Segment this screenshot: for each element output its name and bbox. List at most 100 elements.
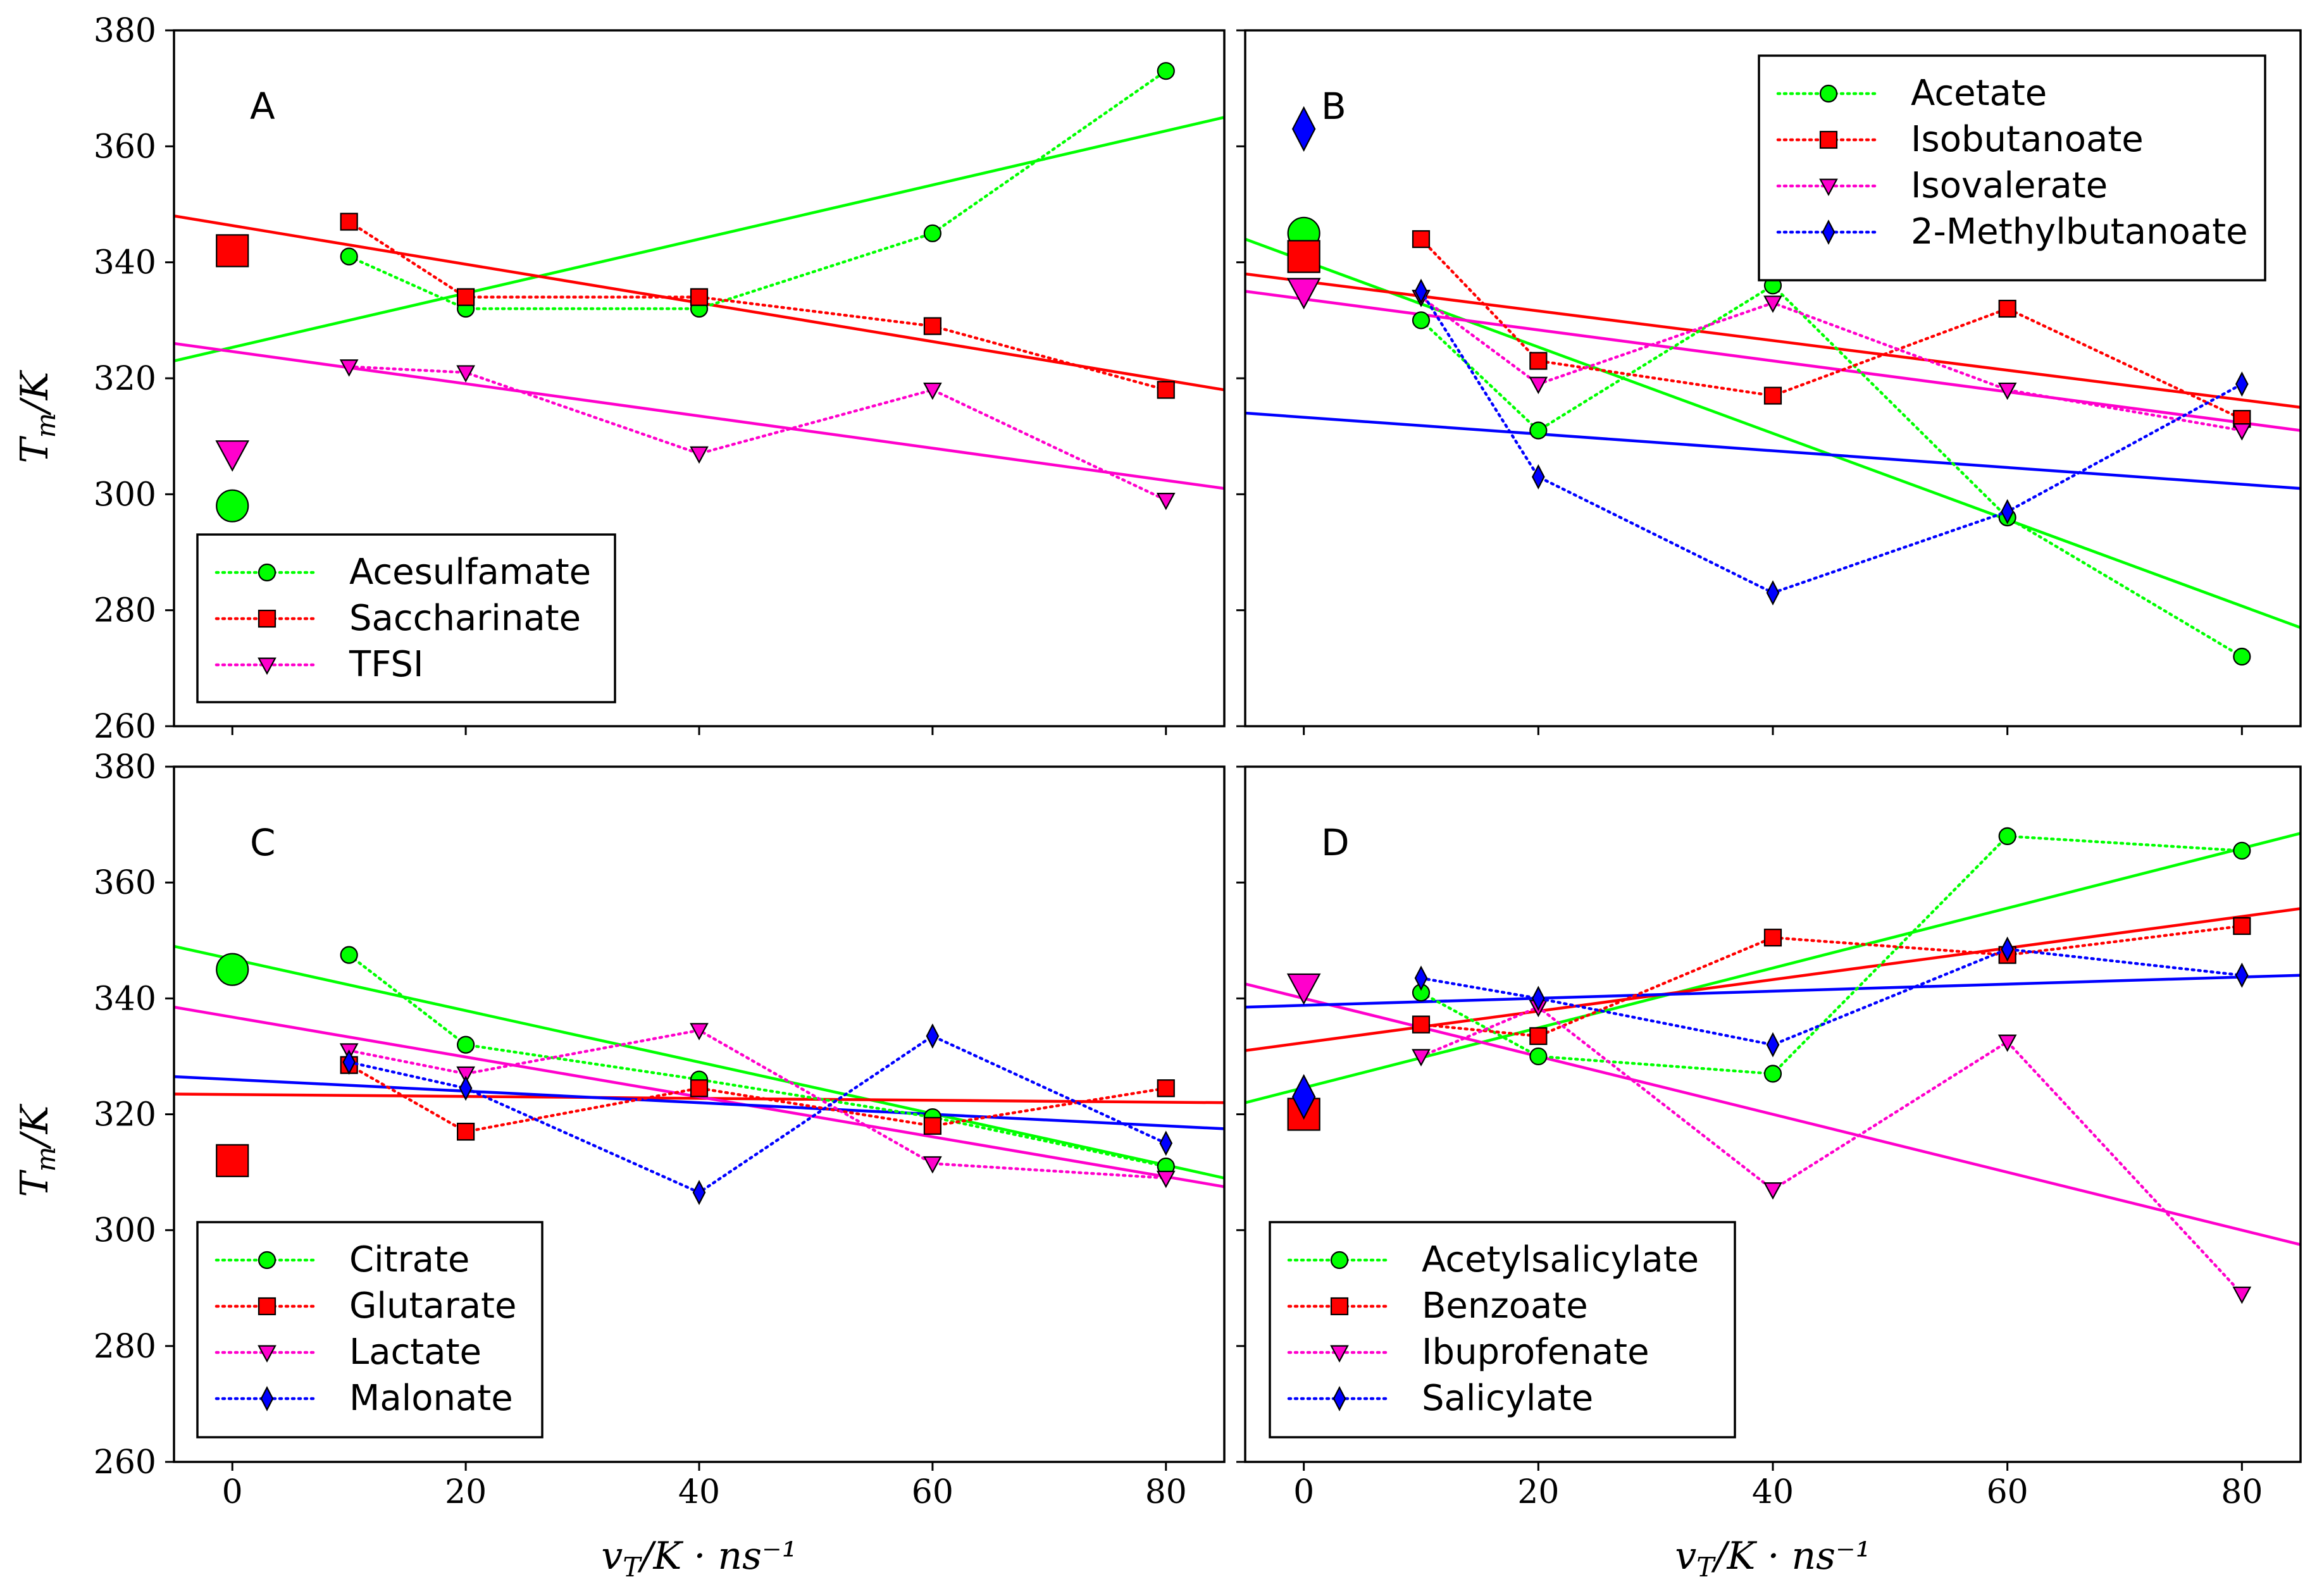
data-point-salicylate [1531, 986, 1545, 1011]
legend-marker-glutarate [258, 1297, 276, 1316]
panel-letter: D [1321, 821, 1350, 864]
legend-marker-isobutanoate [1819, 130, 1838, 149]
y-tick-label: 380 [94, 12, 156, 50]
x-tick-label: 40 [1752, 1473, 1794, 1511]
panels-layer: 260 280 300 320 340 360 380 A Acesulfamate Saccha… [94, 12, 2302, 1511]
legend-label-glutarate: Glutarate [349, 1285, 516, 1327]
fit-line-tfsi [174, 342, 1224, 490]
data-point-acetate [2233, 647, 2251, 666]
data-point-saccharinate [690, 288, 709, 306]
data-point-acesulfamate [340, 247, 358, 266]
legend-label-salicylate: Salicylate [1422, 1378, 1593, 1419]
reference-point-glutarate [216, 1144, 249, 1177]
data-point-saccharinate [1157, 381, 1175, 399]
legend-label-2-methylbutanoate: 2-Methylbutanoate [1911, 211, 2248, 252]
data-point-malonate [459, 1075, 473, 1101]
panel-letter: A [250, 85, 275, 128]
y-tick-label: 340 [94, 980, 156, 1018]
legend-marker-lactate [258, 1345, 276, 1363]
series-line-acetate [1419, 283, 2244, 659]
y-tick-label: 320 [94, 1096, 156, 1134]
data-point-acetylsalicylate [2233, 841, 2251, 860]
data-point-acetylsalicylate [1998, 827, 2016, 846]
legend-marker-acetate [1819, 84, 1838, 103]
data-point-glutarate [923, 1117, 941, 1135]
data-point-ibuprofenate [2232, 1286, 2252, 1304]
legend-marker-2-methylbutanoate [1822, 220, 1836, 245]
data-point-salicylate [1414, 965, 1428, 991]
series-line-glutarate [347, 1063, 1168, 1134]
x-tick-label: 60 [912, 1473, 954, 1511]
data-point-isovalerate [1763, 295, 1782, 313]
reference-point-citrate [216, 953, 249, 986]
data-point-acetylsalicylate [1529, 1047, 1548, 1066]
legend-label-tfsi: TFSI [349, 644, 424, 685]
reference-point-saccharinate [216, 234, 249, 268]
data-point-acesulfamate [1157, 62, 1175, 80]
data-point-ibuprofenate [1763, 1182, 1782, 1200]
y-tick-label: 280 [94, 1328, 156, 1366]
panel-c: 0 20 40 60 80 260 280 300 320 340 360 380 C Citrate Gl… [94, 748, 1226, 1511]
data-point-tfsi [1156, 492, 1176, 510]
reference-point-ibuprofenate [1286, 973, 1321, 1005]
legend: Acesulfamate Saccharinate TFSI [196, 533, 616, 703]
data-point-citrate [457, 1036, 475, 1054]
series-line-tfsi [347, 365, 1168, 502]
data-point-glutarate [457, 1122, 475, 1141]
data-point-salicylate [1766, 1032, 1780, 1058]
legend: Acetylsalicylate Benzoate Ibuprofenate Sali… [1269, 1221, 1736, 1438]
fit-line-ibuprofenate [1245, 982, 2301, 1246]
x-tick-label: 20 [445, 1473, 487, 1511]
legend-label-malonate: Malonate [349, 1378, 513, 1419]
legend-marker-malonate [260, 1386, 274, 1411]
panel-a: 260 280 300 320 340 360 380 A Acesulfamate Saccha… [94, 12, 1226, 746]
legend-label-isovalerate: Isovalerate [1911, 165, 2108, 206]
x-tick-label: 80 [2221, 1473, 2263, 1511]
plot-area [1245, 106, 2301, 666]
panel-letter: B [1321, 85, 1346, 128]
data-point-saccharinate [340, 213, 358, 231]
panel-d: 0 20 40 60 80 D Acetylsalicylate Benzoate Ibupro… [1236, 765, 2302, 1511]
y-tick-label: 320 [94, 360, 156, 398]
fit-line-acesulfamate [174, 116, 1224, 362]
fit-line-citrate [174, 944, 1224, 1180]
legend-marker-ibuprofenate [1330, 1345, 1349, 1363]
y-tick-label: 300 [94, 1212, 156, 1250]
x-tick-label: 60 [1987, 1473, 2028, 1511]
plot-area [174, 62, 1224, 523]
data-point-benzoate [1763, 929, 1782, 947]
y-tick-label: 280 [94, 592, 156, 630]
reference-point-salicylate [1291, 1073, 1316, 1120]
legend-label-isobutanoate: Isobutanoate [1911, 119, 2144, 160]
data-point-salicylate [2001, 936, 2015, 962]
data-point-2-methylbutanoate [2001, 498, 2015, 524]
panel-b: B Acetate Isobutanoate Isovalerate 2-Methylb… [1236, 29, 2302, 735]
data-point-2-methylbutanoate [1766, 580, 1780, 606]
fit-line-salicylate [1245, 974, 2301, 1009]
data-point-acetate [1412, 311, 1431, 330]
data-point-2-methylbutanoate [2235, 371, 2249, 397]
series-line-acesulfamate [347, 69, 1168, 311]
data-point-isovalerate [1529, 376, 1548, 395]
data-point-glutarate [1157, 1079, 1175, 1098]
y-tick-label: 380 [94, 748, 156, 786]
legend-label-acetylsalicylate: Acetylsalicylate [1422, 1239, 1699, 1280]
data-point-isovalerate [1997, 382, 2017, 400]
legend: Citrate Glutarate Lactate Malonate [196, 1221, 544, 1438]
legend-marker-tfsi [258, 657, 276, 675]
y-tick-label: 260 [94, 1444, 156, 1482]
data-point-lactate [1156, 1170, 1176, 1189]
y-tick-label: 260 [94, 708, 156, 746]
y-tick-label: 360 [94, 864, 156, 902]
data-point-malonate [1159, 1130, 1173, 1156]
data-point-tfsi [339, 359, 359, 377]
data-point-acetate [1529, 421, 1548, 440]
series-line-salicylate [1419, 948, 2244, 1046]
data-point-malonate [342, 1049, 356, 1075]
reference-point-2-methylbutanoate [1291, 106, 1316, 152]
data-point-tfsi [690, 446, 709, 464]
series-line-citrate [347, 953, 1168, 1168]
data-point-acesulfamate [923, 224, 941, 242]
data-point-citrate [340, 946, 358, 964]
x-tick-label: 0 [1293, 1473, 1314, 1511]
